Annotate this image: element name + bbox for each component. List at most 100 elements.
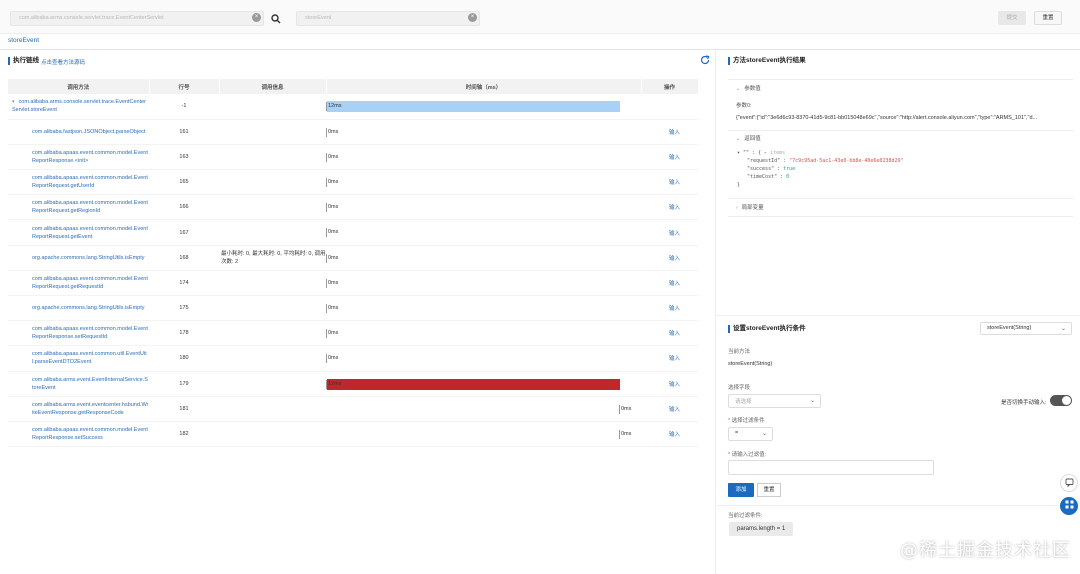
- operation-link[interactable]: 输入: [641, 270, 698, 297]
- method-name[interactable]: org.apache.commons.lang.StringUtils.isEm…: [32, 254, 145, 261]
- operation-link[interactable]: 输入: [641, 371, 698, 397]
- operation-link[interactable]: 输入: [641, 144, 698, 171]
- method-cell[interactable]: com.alibaba.apaas.event.common.model.Eve…: [8, 421, 149, 448]
- method-name[interactable]: com.alibaba.apaas.event.common.model.Eve…: [32, 427, 148, 442]
- method-name[interactable]: com.alibaba.apaas.event.common.model.Eve…: [32, 175, 148, 190]
- timeline-start-mark: [326, 304, 327, 313]
- method-name[interactable]: org.apache.commons.lang.StringUtils.isEm…: [32, 305, 145, 312]
- method-name-input[interactable]: storeEvent: [296, 11, 480, 26]
- call-info: [219, 345, 326, 372]
- method-cell[interactable]: com.alibaba.apaas.event.common.model.Eve…: [8, 320, 149, 347]
- table-row: com.alibaba.apaas.event.common.model.Eve…: [8, 320, 698, 347]
- method-name[interactable]: com.alibaba.arms.console.servlet.trace.E…: [12, 99, 146, 114]
- field-select[interactable]: 请选择 ⌄: [728, 394, 821, 408]
- divider: [728, 79, 1073, 80]
- watermark: @稀土掘金技术社区: [900, 540, 1071, 561]
- method-name[interactable]: com.alibaba.apaas.event.common.model.Eve…: [32, 200, 148, 215]
- method-name[interactable]: com.alibaba.apaas.event.common.util.Even…: [32, 351, 147, 366]
- reset-button[interactable]: 重置: [1034, 11, 1062, 25]
- feedback-icon[interactable]: [1060, 474, 1078, 492]
- method-name[interactable]: com.alibaba.arms.event.EventInternalServ…: [32, 376, 148, 391]
- operation-link[interactable]: 输入: [641, 119, 698, 145]
- operation-link[interactable]: 输入: [641, 320, 698, 347]
- operation-link[interactable]: 输入: [641, 396, 698, 422]
- operation-link[interactable]: 输入: [641, 421, 698, 448]
- class-name-input[interactable]: com.alibaba.arms.console.servlet.trace.E…: [10, 11, 264, 26]
- reset-condition-button[interactable]: 重置: [757, 483, 781, 497]
- local-vars-label: 局部变量: [741, 205, 764, 211]
- method-cell[interactable]: com.alibaba.arms.event.eventcenter.hsbun…: [8, 396, 149, 422]
- operation-link[interactable]: 输入: [641, 194, 698, 221]
- trace-title: 执行链线: [8, 57, 39, 65]
- timeline-start-mark: [326, 152, 327, 162]
- method-name[interactable]: com.alibaba.fastjson.JSONObject.parseObj…: [32, 128, 146, 135]
- filter-value-input[interactable]: [728, 460, 934, 475]
- method-cell[interactable]: com.alibaba.apaas.event.common.util.Even…: [8, 345, 149, 372]
- chevron-down-icon: ⌄: [1060, 326, 1066, 332]
- chevron-down-icon[interactable]: ▾: [737, 150, 744, 156]
- line-number: 178: [149, 320, 219, 347]
- time-cost: 0ms: [328, 179, 339, 186]
- timeline-start-mark: [326, 127, 327, 137]
- table-row: com.alibaba.apaas.event.common.model.Eve…: [8, 421, 698, 448]
- return-value-json: ▾ "" : { ▸ items "requestId" : "7c9c95ad-…: [737, 149, 904, 189]
- method-cell[interactable]: com.alibaba.apaas.event.common.model.Eve…: [8, 194, 149, 221]
- search-button[interactable]: [266, 11, 286, 26]
- expand-icon[interactable]: ▾: [12, 99, 15, 106]
- operation-link[interactable]: 输入: [641, 219, 698, 246]
- column-header: 行号: [149, 79, 220, 94]
- operation-link[interactable]: 输入: [641, 295, 698, 322]
- method-cell[interactable]: ▾ com.alibaba.arms.console.servlet.trace.…: [8, 94, 149, 120]
- json-line: "success" : true: [747, 166, 796, 172]
- timeline-cell: 0ms: [326, 119, 641, 145]
- manual-input-toggle[interactable]: [1050, 395, 1072, 406]
- line-number: 166: [149, 194, 219, 221]
- method-name[interactable]: com.alibaba.apaas.event.common.model.Eve…: [32, 149, 148, 164]
- timeline-cell: 0ms: [326, 245, 641, 271]
- time-cost: 0ms: [328, 330, 339, 337]
- method-cell[interactable]: com.alibaba.apaas.event.common.model.Eve…: [8, 169, 149, 196]
- view-source-link[interactable]: 点击查看方法源码: [41, 60, 86, 66]
- method-signature-select[interactable]: storeEvent(String) ⌄: [980, 322, 1072, 335]
- method-name[interactable]: com.alibaba.apaas.event.common.model.Eve…: [32, 225, 148, 240]
- method-name[interactable]: com.alibaba.arms.event.eventcenter.hsbun…: [32, 401, 149, 416]
- timeline-start-mark: [326, 253, 327, 263]
- add-button[interactable]: 添加: [728, 483, 754, 497]
- call-info: [219, 219, 326, 246]
- refresh-icon[interactable]: [700, 55, 710, 68]
- timeline-cell: 0ms: [326, 219, 641, 246]
- json-line: "requestId" : "7c9c95ad-5ac1-43e0-bb8e-4…: [747, 158, 904, 164]
- operation-link[interactable]: 输入: [641, 345, 698, 372]
- method-name[interactable]: com.alibaba.apaas.event.common.model.Eve…: [32, 275, 148, 290]
- params-section[interactable]: ⌄ 参数值: [736, 84, 761, 92]
- timeline-start-mark: [619, 404, 620, 414]
- chevron-right-icon: ›: [736, 205, 738, 211]
- operation-link[interactable]: [641, 94, 698, 120]
- submit-button[interactable]: 提交: [998, 11, 1026, 25]
- table-row: com.alibaba.apaas.event.common.model.Eve…: [8, 169, 698, 196]
- method-cell[interactable]: com.alibaba.fastjson.JSONObject.parseObj…: [8, 119, 149, 145]
- search-icon: [271, 14, 281, 24]
- method-cell[interactable]: com.alibaba.apaas.event.common.model.Eve…: [8, 270, 149, 297]
- timeline-cell: 0ms: [326, 295, 641, 322]
- method-name[interactable]: com.alibaba.apaas.event.common.model.Eve…: [32, 326, 148, 341]
- timeline-bar[interactable]: [327, 101, 620, 112]
- time-cost: 0ms: [328, 279, 339, 286]
- return-section[interactable]: ⌄ 返回值: [736, 134, 761, 142]
- operation-link[interactable]: 输入: [641, 169, 698, 196]
- filter-condition-select[interactable]: = ⌄: [728, 427, 773, 441]
- local-vars-section[interactable]: › 局部变量: [736, 203, 764, 211]
- method-cell[interactable]: com.alibaba.apaas.event.common.model.Eve…: [8, 219, 149, 246]
- operation-link[interactable]: 输入: [641, 245, 698, 271]
- table-row: com.alibaba.apaas.event.common.model.Eve…: [8, 219, 698, 246]
- toggle-knob: [1062, 396, 1071, 405]
- method-cell[interactable]: com.alibaba.apaas.event.common.model.Eve…: [8, 144, 149, 171]
- method-cell[interactable]: org.apache.commons.lang.StringUtils.isEm…: [8, 245, 149, 271]
- clear-icon[interactable]: ×: [252, 13, 261, 22]
- timeline-bar[interactable]: [327, 378, 620, 390]
- app-grid-icon[interactable]: [1060, 497, 1078, 515]
- current-filter-chip[interactable]: params.length = 1: [729, 522, 794, 536]
- clear-icon[interactable]: ×: [468, 13, 477, 22]
- method-cell[interactable]: com.alibaba.arms.event.EventInternalServ…: [8, 371, 149, 397]
- method-cell[interactable]: org.apache.commons.lang.StringUtils.isEm…: [8, 295, 149, 322]
